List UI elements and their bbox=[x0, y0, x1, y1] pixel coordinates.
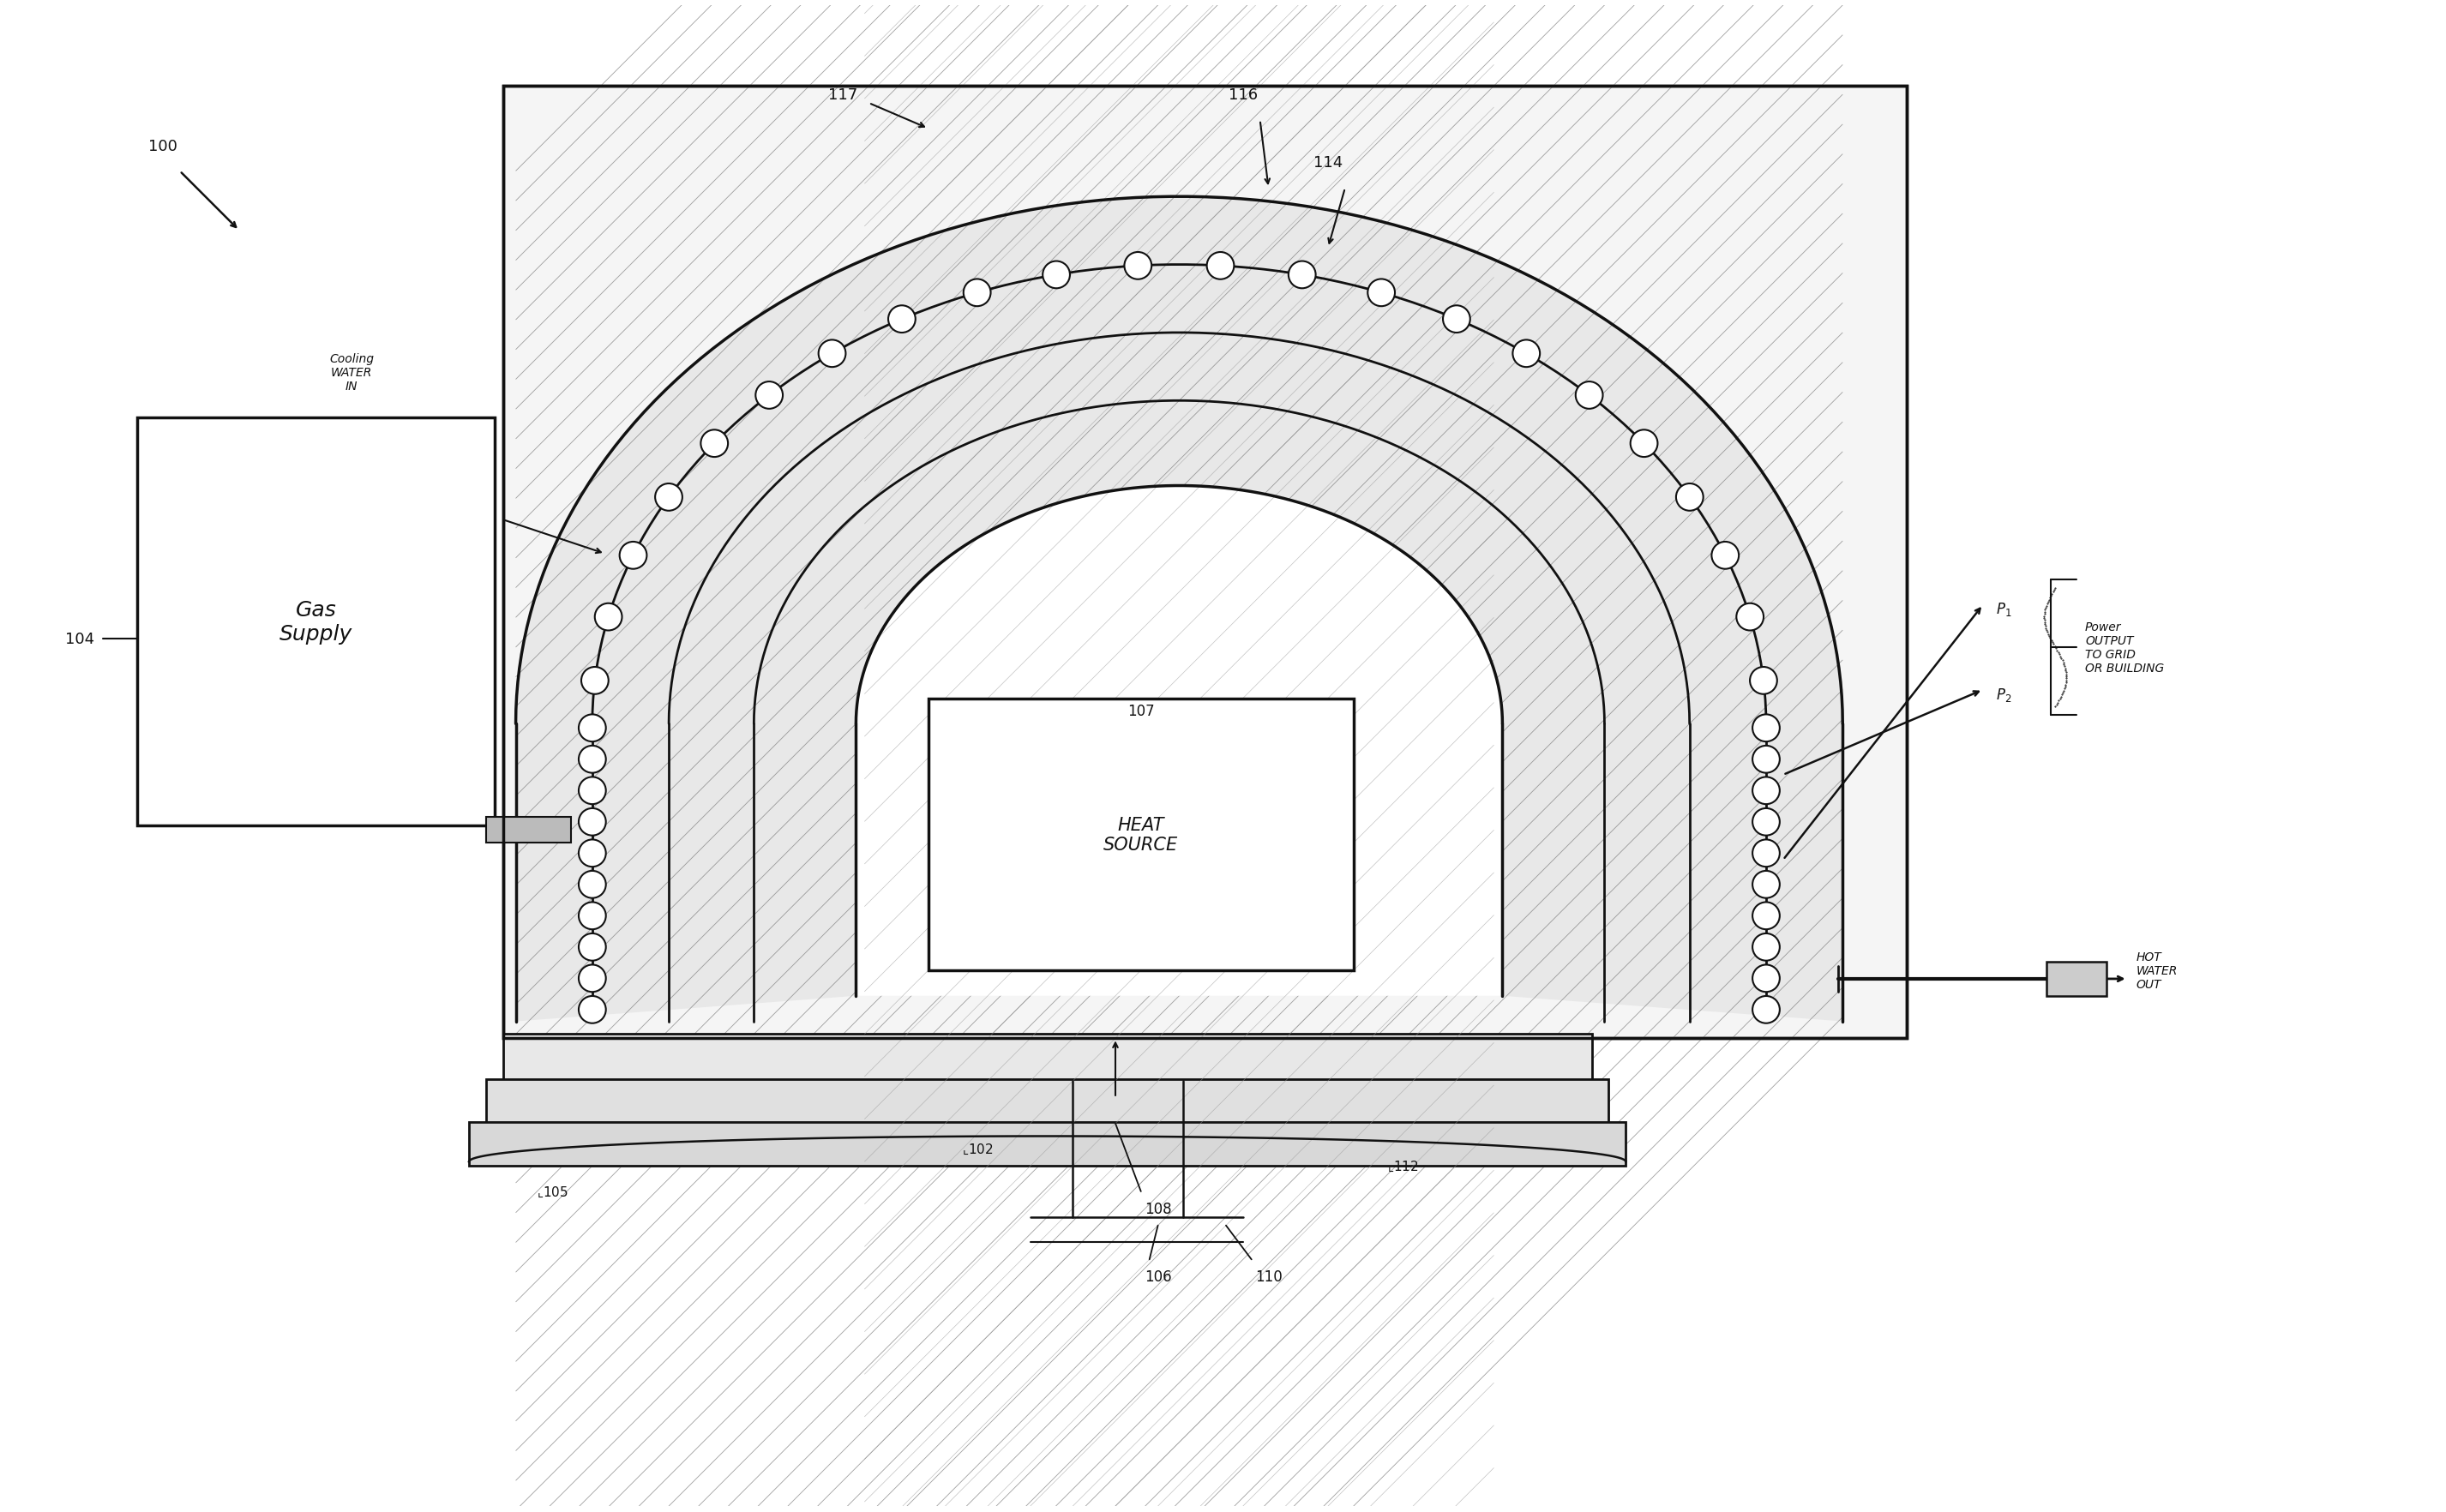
Bar bbox=[504, 86, 1905, 1039]
Circle shape bbox=[1042, 262, 1069, 289]
Bar bbox=[504, 1034, 1592, 1081]
Bar bbox=[2047, 962, 2106, 996]
Text: HEAT
SOURCE: HEAT SOURCE bbox=[1103, 816, 1179, 853]
Circle shape bbox=[1751, 934, 1781, 962]
Circle shape bbox=[580, 965, 607, 992]
Circle shape bbox=[1631, 431, 1658, 458]
Circle shape bbox=[819, 340, 846, 367]
Circle shape bbox=[1751, 903, 1781, 930]
Text: $P_1$: $P_1$ bbox=[1996, 600, 2011, 618]
Text: $P_2$: $P_2$ bbox=[1996, 686, 2011, 703]
Circle shape bbox=[580, 745, 607, 773]
Circle shape bbox=[1206, 253, 1235, 280]
Text: HOT
WATER
OUT: HOT WATER OUT bbox=[2135, 951, 2177, 990]
Circle shape bbox=[1289, 262, 1316, 289]
Circle shape bbox=[656, 484, 682, 511]
Bar bbox=[487, 818, 570, 844]
Text: 114: 114 bbox=[1314, 156, 1343, 171]
Text: 110: 110 bbox=[1255, 1269, 1282, 1284]
Circle shape bbox=[1367, 280, 1394, 307]
Circle shape bbox=[580, 934, 607, 962]
Bar bbox=[487, 1080, 1609, 1123]
Bar bbox=[504, 86, 1905, 1039]
Circle shape bbox=[1751, 839, 1781, 866]
Text: Gas
Supply: Gas Supply bbox=[279, 600, 352, 644]
Circle shape bbox=[1751, 809, 1781, 836]
Circle shape bbox=[1751, 715, 1781, 742]
Circle shape bbox=[964, 280, 991, 307]
Circle shape bbox=[1751, 965, 1781, 992]
Circle shape bbox=[582, 667, 609, 694]
Circle shape bbox=[1751, 777, 1781, 804]
Text: 106: 106 bbox=[1145, 1269, 1172, 1284]
Circle shape bbox=[1751, 871, 1781, 898]
Text: 100: 100 bbox=[149, 139, 176, 154]
Circle shape bbox=[594, 603, 621, 631]
Circle shape bbox=[580, 903, 607, 930]
Text: 108: 108 bbox=[1145, 1201, 1172, 1216]
Circle shape bbox=[1512, 340, 1541, 367]
Text: 109: 109 bbox=[462, 496, 492, 511]
Circle shape bbox=[1751, 996, 1781, 1024]
Circle shape bbox=[1125, 253, 1152, 280]
Text: 117: 117 bbox=[829, 88, 859, 103]
Circle shape bbox=[1676, 484, 1702, 511]
Circle shape bbox=[756, 383, 783, 410]
Circle shape bbox=[580, 715, 607, 742]
Bar bbox=[137, 419, 494, 826]
Circle shape bbox=[580, 809, 607, 836]
Circle shape bbox=[580, 871, 607, 898]
Text: 104: 104 bbox=[66, 632, 95, 647]
Circle shape bbox=[580, 996, 607, 1024]
Circle shape bbox=[1751, 745, 1781, 773]
Text: Power
OUTPUT
TO GRID
OR BUILDING: Power OUTPUT TO GRID OR BUILDING bbox=[2084, 621, 2165, 674]
Circle shape bbox=[1749, 667, 1778, 694]
Circle shape bbox=[580, 777, 607, 804]
Circle shape bbox=[580, 839, 607, 866]
Circle shape bbox=[700, 431, 729, 458]
Text: 116: 116 bbox=[1228, 88, 1257, 103]
Circle shape bbox=[619, 543, 646, 570]
Circle shape bbox=[1443, 305, 1470, 333]
Text: $\llcorner$105: $\llcorner$105 bbox=[538, 1185, 567, 1199]
Polygon shape bbox=[516, 197, 1842, 1022]
Circle shape bbox=[1575, 383, 1602, 410]
Bar bbox=[929, 699, 1353, 971]
Text: Cooling
WATER
IN: Cooling WATER IN bbox=[330, 352, 374, 393]
Text: $\llcorner$112: $\llcorner$112 bbox=[1387, 1160, 1419, 1173]
Bar bbox=[470, 1122, 1627, 1166]
Circle shape bbox=[888, 305, 915, 333]
Text: $\llcorner$102: $\llcorner$102 bbox=[961, 1142, 993, 1157]
Circle shape bbox=[1737, 603, 1764, 631]
Circle shape bbox=[1712, 543, 1739, 570]
Text: 107: 107 bbox=[1128, 703, 1155, 720]
Polygon shape bbox=[856, 487, 1502, 996]
